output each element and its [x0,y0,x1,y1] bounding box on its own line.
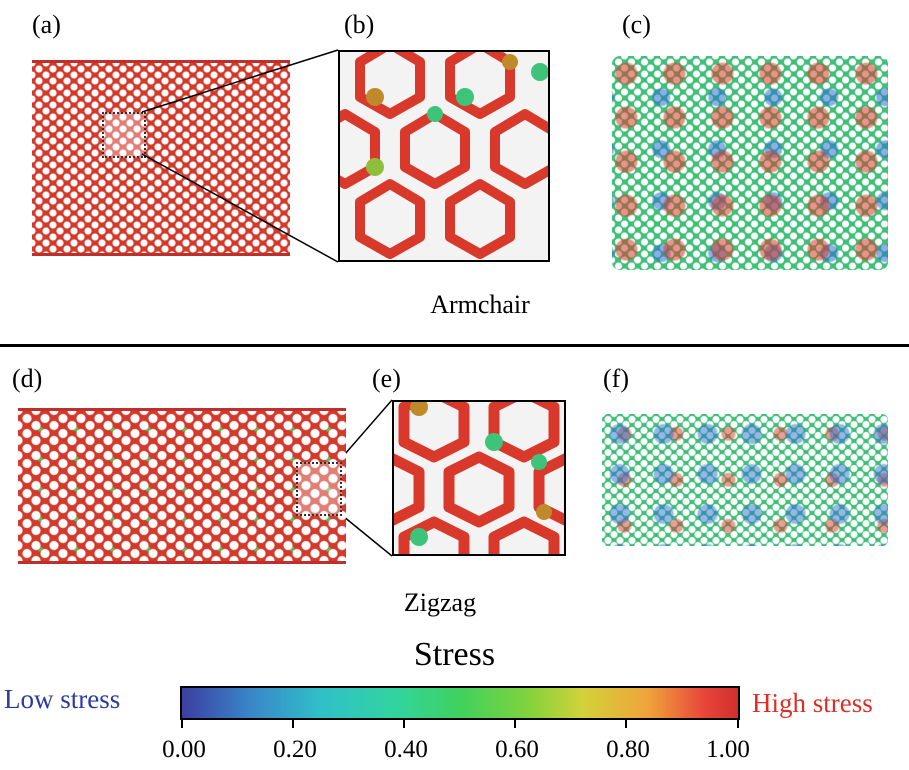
zigzag-zoom-region [296,462,342,516]
colorbar-tick-label: 0.00 [162,736,206,763]
section-divider [0,344,909,347]
colorbar-tickmark [625,720,627,728]
colorbar-tick-label: 0.40 [384,736,428,763]
armchair-tube-image [32,60,290,256]
stress-colorbar [180,686,740,720]
armchair-zoom-region [102,112,146,158]
panel-label-d: (d) [12,364,43,393]
colorbar-high-label: High stress [752,688,873,718]
zigzag-tube-image [18,408,346,564]
colorbar-tick-label: 0.80 [606,736,650,763]
panel-label-c: (c) [622,10,651,39]
colorbar-tickmark [181,720,183,728]
colorbar-tickmark [514,720,516,728]
colorbar-tickmark [292,720,294,728]
zigzag-fractured-tube-image [602,414,888,546]
colorbar-tickmark [737,720,739,728]
armchair-fractured-tube-image [612,56,888,270]
panel-label-e: (e) [372,364,401,393]
zigzag-zoom-image [392,400,566,556]
colorbar-title: Stress [413,636,496,673]
colorbar-low-label: Low stress [4,684,121,714]
colorbar-tick-label: 0.60 [495,736,539,763]
panel-label-f: (f) [603,364,629,393]
armchair-zoom-image [338,50,550,262]
panel-label-a: (a) [32,10,61,39]
colorbar-tickmark [403,720,405,728]
colorbar-tick-label: 1.00 [706,736,750,763]
zigzag-section-label: Zigzag [403,588,477,617]
panel-label-b: (b) [344,10,375,39]
colorbar-tick-label: 0.20 [273,736,317,763]
armchair-section-label: Armchair [430,290,530,319]
